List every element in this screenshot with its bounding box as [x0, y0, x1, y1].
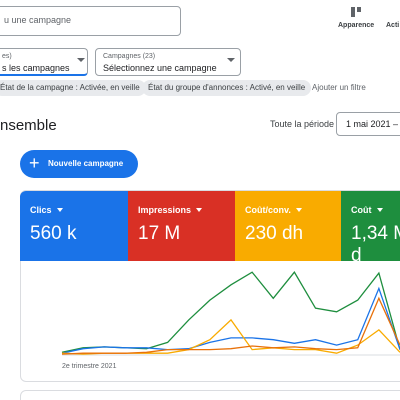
metric-dropdown — [196, 208, 203, 215]
search-box[interactable] — [0, 6, 181, 36]
metric-value: 560 k — [30, 223, 77, 244]
metric-dropdown — [376, 208, 383, 215]
date-range[interactable] — [336, 112, 400, 136]
appearance-icon[interactable] — [349, 5, 363, 19]
metric-name: Impressions — [138, 205, 203, 215]
metric-value: 17 M — [138, 223, 181, 244]
metric-tile[interactable]: Coût 1,34 M d — [341, 191, 400, 266]
new-campaign-button[interactable]: + Nouvelle campagne — [20, 150, 138, 178]
metric-dropdown — [56, 208, 63, 215]
section-title: nsemble — [0, 117, 57, 134]
dropdown-arrow — [227, 58, 235, 66]
metric-name: Clics — [30, 205, 63, 215]
plus-icon: + — [29, 153, 40, 173]
select-label: es) — [2, 53, 12, 60]
performance-chart: 2e trimestre 2021 — [61, 271, 400, 370]
select-label: Campagnes (23) — [103, 53, 156, 60]
metric-tile[interactable]: Coût/conv. 230 dh — [235, 191, 341, 261]
metric-value: 1,34 M d — [351, 223, 400, 266]
campaign-select[interactable] — [95, 48, 241, 76]
series-line — [61, 286, 400, 354]
filter-chip[interactable]: État du groupe d'annonces : Activé, en v… — [142, 80, 312, 96]
metric-value: 230 dh — [245, 223, 304, 244]
metric-tile[interactable]: Clics 560 k — [20, 191, 128, 261]
series-line — [61, 271, 400, 353]
x-axis-label: 2e trimestre 2021 — [62, 363, 117, 370]
metrics-card — [20, 190, 400, 382]
add-filter[interactable]: Ajouter un filtre — [312, 83, 366, 92]
button-label: Nouvelle campagne — [48, 159, 124, 168]
series-line — [61, 296, 400, 355]
select-value: Sélectionnez une campagne — [103, 63, 217, 73]
metric-tile[interactable]: Impressions 17 M — [128, 191, 235, 261]
filter-chip[interactable]: État de la campagne : Activée, en veille — [0, 80, 146, 96]
search-placeholder: u une campagne — [4, 15, 72, 25]
date-range-text: 1 mai 2021 – 2 — [346, 119, 400, 129]
actions-label[interactable]: Acti — [386, 22, 400, 29]
metric-name: Coût — [351, 205, 383, 215]
metric-dropdown — [295, 208, 302, 215]
metric-name: Coût/conv. — [245, 205, 302, 215]
dropdown-arrow — [77, 58, 85, 66]
period-label: Toute la période — [270, 119, 335, 129]
appearance-label[interactable]: Apparence — [338, 22, 375, 29]
lower-card — [20, 390, 400, 400]
select-value: s les campagnes — [2, 63, 70, 73]
campaign-type-select[interactable] — [0, 48, 88, 76]
